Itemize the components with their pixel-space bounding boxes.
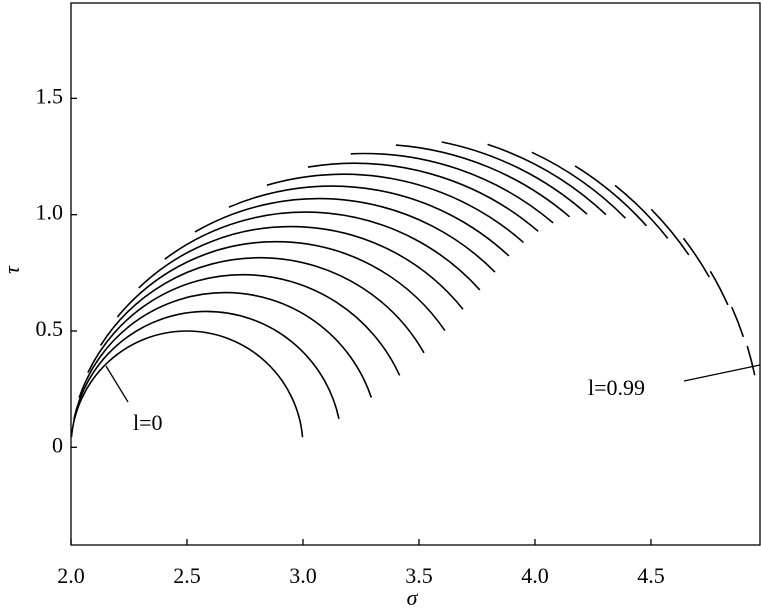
- x-tick-label: 3.0: [289, 563, 317, 588]
- y-tick-label: 1.5: [36, 83, 64, 108]
- x-tick-label: 2.5: [173, 563, 201, 588]
- arc: [87, 273, 401, 376]
- arc: [650, 208, 690, 256]
- arc: [350, 152, 554, 224]
- arc: [709, 270, 729, 306]
- arc: [194, 197, 496, 273]
- y-axis-label: τ: [0, 265, 24, 274]
- arc: [682, 237, 710, 278]
- y-tick-label: 0: [52, 432, 63, 457]
- arc: [531, 151, 627, 219]
- x-axis-label: σ: [407, 585, 419, 610]
- leader-line: [683, 364, 761, 382]
- arc: [78, 291, 373, 398]
- x-tick-label: 2.0: [57, 563, 85, 588]
- arc: [99, 256, 425, 354]
- arc: [574, 165, 648, 227]
- arc: [395, 144, 571, 218]
- arc: [116, 240, 446, 331]
- arc: [164, 211, 481, 291]
- y-tick-label: 0.5: [36, 316, 64, 341]
- arc: [70, 330, 304, 438]
- arc: [73, 310, 340, 420]
- plot-frame: [70, 2, 761, 546]
- arc: [441, 141, 588, 215]
- leader-line: [105, 365, 129, 403]
- arc: [307, 162, 539, 232]
- annotation: l=0.99: [588, 375, 645, 400]
- x-tick-label: 3.5: [405, 563, 433, 588]
- arc: [138, 225, 464, 310]
- arc: [731, 306, 745, 338]
- arc: [228, 185, 510, 257]
- arc: [614, 184, 669, 239]
- arc: [266, 173, 524, 244]
- x-tick-label: 4.5: [637, 563, 665, 588]
- arc: [487, 143, 607, 216]
- y-tick-label: 1.0: [36, 200, 64, 225]
- x-tick-label: 4.0: [521, 563, 549, 588]
- annotation: l=0: [133, 410, 163, 435]
- arc: [746, 345, 756, 376]
